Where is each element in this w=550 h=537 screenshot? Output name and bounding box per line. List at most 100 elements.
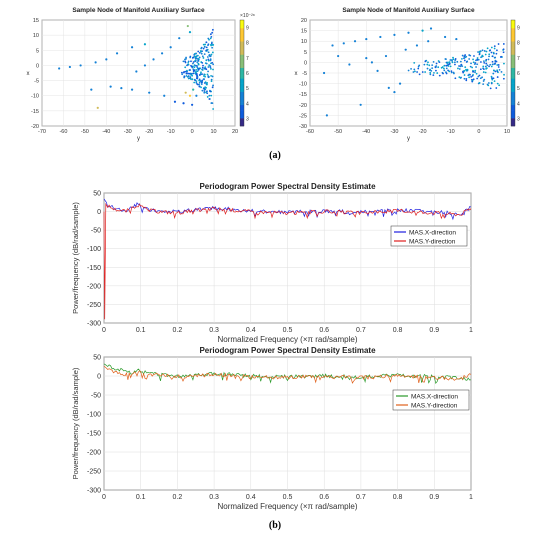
surface-node	[458, 65, 460, 67]
surface-node	[212, 84, 214, 87]
colorbar-segment	[240, 54, 244, 58]
surface-node	[493, 63, 496, 65]
surface-node	[447, 65, 450, 67]
y-tick-label: 15	[33, 18, 39, 24]
surface-node	[426, 67, 429, 70]
surface-node	[196, 77, 199, 80]
colorbar-segment	[511, 75, 515, 79]
surface-node	[207, 70, 209, 73]
surface-node	[463, 77, 466, 80]
colorbar-tick-label: 8	[246, 41, 249, 47]
surface-node	[195, 68, 198, 71]
surface-node	[493, 47, 496, 50]
sample-node	[191, 103, 194, 106]
colorbar-segment	[511, 67, 515, 71]
colorbar-exponent: ×10⁻²⁸	[240, 13, 255, 19]
colorbar-segment	[240, 118, 244, 121]
surface-node	[200, 81, 203, 84]
surface-node	[483, 60, 485, 63]
surface-node	[207, 37, 210, 40]
surface-node	[492, 52, 495, 55]
surface-node	[198, 58, 200, 61]
surface-node	[190, 60, 192, 63]
colorbar-segment	[240, 49, 244, 53]
surface-node	[451, 61, 454, 64]
surface-node	[202, 75, 205, 77]
surface-node	[190, 73, 193, 75]
surface-node	[196, 61, 199, 64]
colorbar-frame	[239, 19, 245, 127]
surface-node	[192, 62, 194, 65]
colorbar-segment	[511, 27, 515, 31]
series-line-2	[103, 365, 472, 384]
surface-node	[183, 76, 186, 79]
legend: MAS.X-direction MAS.Y-direction	[390, 225, 468, 247]
colorbar-tick-label: 7	[246, 56, 249, 62]
surface-node	[198, 83, 200, 86]
surface-node	[190, 65, 193, 68]
colorbar-segment	[511, 22, 515, 26]
surface-node	[461, 65, 464, 68]
surface-node	[194, 71, 197, 74]
x-tick-label: 0	[477, 129, 480, 135]
surface-node	[203, 67, 206, 70]
surface-node	[192, 70, 195, 73]
surface-node	[414, 70, 416, 73]
surface-node	[186, 69, 188, 72]
colorbar-segment	[511, 94, 515, 98]
x-tick-label: -20	[419, 129, 427, 135]
surface-node	[431, 64, 434, 67]
surface-node	[188, 72, 191, 75]
y-axis-label: x	[295, 71, 298, 77]
surface-node	[196, 76, 198, 78]
colorbar-segment	[511, 99, 515, 103]
colorbar-segment	[240, 112, 244, 116]
surface-node	[449, 59, 452, 61]
surface-node	[180, 71, 183, 74]
surface-node	[200, 86, 202, 89]
colorbar-segment	[511, 104, 515, 108]
surface-node	[490, 65, 493, 68]
surface-node	[446, 62, 449, 65]
surface-node	[491, 78, 494, 81]
surface-node	[202, 57, 205, 59]
colorbar-segment	[240, 46, 244, 50]
y-axis-label: x	[27, 71, 30, 77]
colorbar-segment	[511, 78, 515, 82]
colorbar-segment	[511, 88, 515, 92]
sample-node	[173, 100, 177, 103]
surface-node	[495, 87, 498, 89]
colorbar-segment	[240, 99, 244, 103]
surface-node	[198, 85, 201, 88]
colorbar-tick-label: 5	[517, 86, 520, 92]
surface-node	[465, 79, 468, 82]
plot-area	[41, 19, 236, 127]
y-tick-label: 0	[36, 63, 39, 69]
colorbar-segment	[240, 120, 244, 124]
surface-node	[460, 76, 462, 79]
surface-node	[192, 61, 195, 63]
colorbar-segment	[511, 91, 515, 95]
y-tick-label: -50	[91, 393, 101, 400]
surface-node	[463, 69, 466, 72]
colorbar-segment	[511, 80, 515, 84]
surface-node	[474, 62, 477, 64]
surface-node	[198, 74, 201, 76]
surface-node	[435, 62, 438, 65]
surface-node	[477, 58, 480, 61]
colorbar-segment	[240, 51, 244, 55]
surface-node	[464, 56, 467, 59]
x-tick-label: 0.3	[209, 494, 219, 501]
surface-node	[203, 90, 206, 92]
surface-node	[201, 89, 204, 92]
surface-node	[191, 78, 194, 81]
colorbar: 3 4 5 6 7 8 9 ×10⁻²⁸	[239, 13, 255, 127]
surface-node	[208, 98, 211, 100]
surface-node	[417, 67, 420, 70]
surface-node	[476, 57, 479, 59]
surface-node	[467, 74, 470, 77]
surface-node	[209, 58, 212, 61]
y-tick-label: -50	[91, 228, 101, 235]
surface-node	[482, 71, 485, 73]
sample-node	[359, 103, 362, 106]
